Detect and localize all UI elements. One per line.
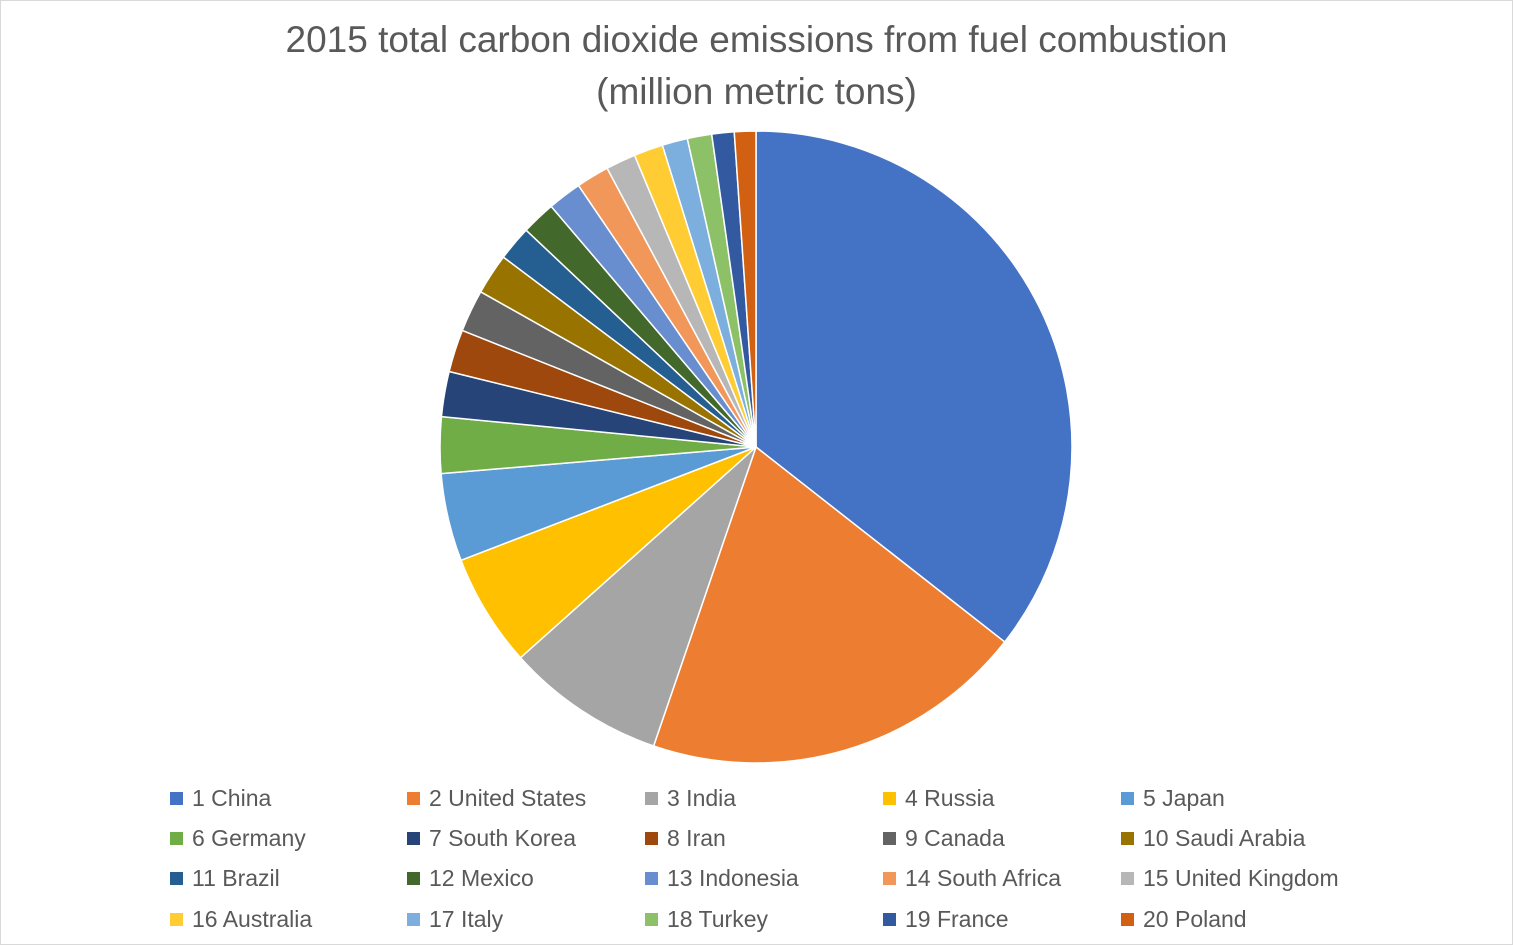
- legend-item-3: 3 India: [645, 778, 883, 818]
- legend-label: 2 United States: [429, 784, 587, 811]
- legend-label: 4 Russia: [905, 784, 995, 811]
- legend-item-10: 10 Saudi Arabia: [1121, 818, 1410, 858]
- pie-slice-20: [733, 130, 757, 448]
- legend-swatch: [645, 831, 658, 845]
- legend-item-1: 1 China: [170, 778, 407, 818]
- legend-swatch: [1121, 912, 1134, 926]
- legend-item-11: 11 Brazil: [170, 859, 407, 899]
- legend-item-18: 18 Turkey: [645, 899, 883, 939]
- legend-item-2: 2 United States: [407, 778, 645, 818]
- legend-swatch: [883, 912, 896, 926]
- legend-label: 6 Germany: [192, 824, 306, 851]
- legend-item-9: 9 Canada: [883, 818, 1121, 858]
- legend-label: 12 Mexico: [429, 865, 534, 892]
- legend-swatch: [645, 872, 658, 886]
- legend-label: 19 France: [905, 905, 1009, 932]
- legend-label: 11 Brazil: [192, 865, 280, 892]
- legend-item-16: 16 Australia: [170, 899, 407, 939]
- legend-label: 10 Saudi Arabia: [1143, 824, 1306, 851]
- legend-swatch: [407, 912, 420, 926]
- legend-item-4: 4 Russia: [883, 778, 1121, 818]
- legend-swatch: [170, 791, 183, 805]
- legend-swatch: [883, 831, 896, 845]
- legend-swatch: [170, 831, 183, 845]
- legend-item-8: 8 Iran: [645, 818, 883, 858]
- legend-swatch: [1121, 872, 1134, 886]
- chart-legend: 1 China 2 United States 3 India 4 Russia 5 J…: [170, 778, 1410, 939]
- legend-item-6: 6 Germany: [170, 818, 407, 858]
- legend-swatch: [407, 872, 420, 886]
- legend-swatch: [1121, 791, 1134, 805]
- legend-swatch: [407, 791, 420, 805]
- chart-title-line-2: (million metric tons): [596, 71, 917, 112]
- legend-label: 18 Turkey: [667, 905, 768, 932]
- legend-label: 16 Australia: [192, 905, 313, 932]
- pie-slice-3: [519, 446, 757, 747]
- legend-item-20: 20 Poland: [1121, 899, 1410, 939]
- legend-label: 7 South Korea: [429, 824, 577, 851]
- legend-label: 14 South Africa: [905, 865, 1061, 892]
- legend-swatch: [407, 831, 420, 845]
- chart-title: 2015 total carbon dioxide emissions from…: [0, 14, 1513, 118]
- legend-label: 17 Italy: [429, 905, 504, 932]
- legend-item-19: 19 France: [883, 899, 1121, 939]
- legend-swatch: [645, 791, 658, 805]
- legend-item-5: 5 Japan: [1121, 778, 1410, 818]
- legend-label: 13 Indonesia: [667, 865, 799, 892]
- pie-slice-1: [755, 130, 1073, 643]
- legend-label: 5 Japan: [1143, 784, 1225, 811]
- legend-swatch: [883, 872, 896, 886]
- legend-label: 20 Poland: [1143, 905, 1247, 932]
- legend-item-7: 7 South Korea: [407, 818, 645, 858]
- legend-item-12: 12 Mexico: [407, 859, 645, 899]
- legend-swatch: [170, 912, 183, 926]
- legend-label: 9 Canada: [905, 824, 1005, 851]
- legend-label: 1 China: [192, 784, 272, 811]
- legend-item-15: 15 United Kingdom: [1121, 859, 1410, 899]
- legend-swatch: [883, 791, 896, 805]
- legend-item-17: 17 Italy: [407, 899, 645, 939]
- legend-item-13: 13 Indonesia: [645, 859, 883, 899]
- legend-label: 15 United Kingdom: [1143, 865, 1339, 892]
- legend-swatch: [1121, 831, 1134, 845]
- legend-label: 3 India: [667, 784, 737, 811]
- legend-label: 8 Iran: [667, 824, 726, 851]
- chart-title-line-1: 2015 total carbon dioxide emissions from…: [285, 19, 1228, 60]
- pie-slice-2: [652, 446, 1006, 764]
- legend-swatch: [645, 912, 658, 926]
- legend-swatch: [170, 872, 183, 886]
- legend-item-14: 14 South Africa: [883, 859, 1121, 899]
